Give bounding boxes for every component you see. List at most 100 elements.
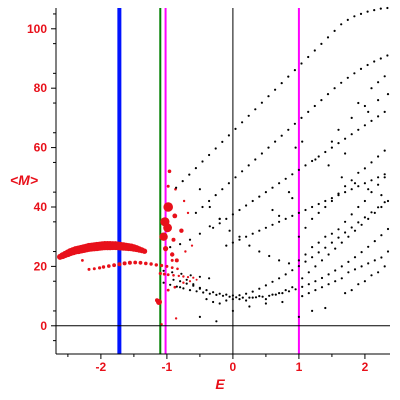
black-point-65 bbox=[225, 217, 228, 220]
black-point-231 bbox=[347, 235, 350, 238]
black-point-68 bbox=[245, 204, 248, 207]
black-point-184 bbox=[212, 300, 215, 304]
red-point-51 bbox=[176, 267, 179, 271]
black-point-276 bbox=[383, 265, 386, 268]
black-point-168 bbox=[291, 269, 294, 272]
red-point-42 bbox=[127, 260, 132, 265]
black-point-143 bbox=[347, 260, 350, 263]
black-point-295 bbox=[307, 292, 310, 295]
black-point-240 bbox=[311, 217, 314, 220]
black-point-115 bbox=[162, 281, 165, 284]
black-point-232 bbox=[353, 229, 357, 232]
black-point-15 bbox=[274, 88, 277, 91]
black-point-140 bbox=[327, 273, 330, 276]
red-point-71 bbox=[167, 169, 172, 174]
black-point-139 bbox=[320, 276, 324, 280]
black-point-37 bbox=[221, 188, 224, 191]
black-point-11 bbox=[247, 114, 250, 117]
red-point-39 bbox=[112, 263, 116, 268]
red-point-70 bbox=[166, 184, 170, 188]
black-point-317 bbox=[198, 275, 201, 278]
black-point-29 bbox=[366, 10, 369, 13]
black-point-4 bbox=[201, 160, 204, 163]
black-point-121 bbox=[202, 291, 205, 294]
black-point-252 bbox=[294, 146, 297, 149]
black-point-304 bbox=[268, 254, 271, 258]
black-point-192 bbox=[264, 298, 267, 301]
black-point-298 bbox=[208, 205, 211, 209]
black-point-247 bbox=[357, 171, 360, 174]
black-point-258 bbox=[367, 188, 370, 191]
red-point-37 bbox=[101, 265, 106, 269]
black-point-146 bbox=[367, 245, 370, 248]
black-point-234 bbox=[367, 217, 370, 220]
black-point-172 bbox=[317, 251, 320, 254]
x-tick-label-4: 2 bbox=[362, 360, 369, 374]
black-point-80 bbox=[324, 150, 327, 154]
black-point-55 bbox=[340, 81, 343, 84]
black-point-241 bbox=[317, 211, 320, 214]
black-point-301 bbox=[238, 235, 241, 238]
black-point-129 bbox=[254, 296, 258, 299]
black-point-110 bbox=[357, 185, 360, 188]
black-point-229 bbox=[334, 247, 337, 250]
red-point-60 bbox=[159, 232, 168, 241]
black-point-289 bbox=[347, 271, 350, 274]
black-point-216 bbox=[337, 228, 340, 231]
black-point-219 bbox=[357, 205, 360, 209]
black-point-171 bbox=[311, 256, 314, 259]
black-point-163 bbox=[258, 287, 261, 290]
black-point-108 bbox=[344, 191, 347, 194]
red-point-50 bbox=[170, 266, 174, 269]
black-point-311 bbox=[208, 225, 211, 228]
x-tick-label-0: -2 bbox=[96, 360, 107, 374]
black-point-53 bbox=[326, 93, 330, 96]
red-point-63 bbox=[163, 202, 173, 212]
red-point-57 bbox=[182, 275, 185, 278]
black-point-17 bbox=[287, 75, 290, 78]
black-point-18 bbox=[293, 69, 296, 72]
black-point-78 bbox=[311, 159, 314, 163]
black-point-150 bbox=[172, 278, 175, 281]
black-point-122 bbox=[208, 292, 211, 295]
black-point-169 bbox=[297, 265, 300, 268]
black-point-191 bbox=[258, 295, 261, 298]
black-point-255 bbox=[327, 164, 330, 167]
black-point-35 bbox=[208, 199, 211, 203]
black-point-62 bbox=[386, 54, 389, 57]
red-point-77 bbox=[166, 288, 170, 292]
black-point-36 bbox=[214, 194, 217, 197]
black-point-300 bbox=[228, 229, 231, 232]
black-point-162 bbox=[251, 290, 254, 293]
x-tick-label-1: -1 bbox=[162, 360, 173, 374]
red-point-62 bbox=[160, 217, 170, 227]
black-point-233 bbox=[360, 223, 363, 226]
black-point-52 bbox=[320, 99, 323, 102]
black-point-305 bbox=[278, 259, 281, 262]
black-point-128 bbox=[248, 296, 251, 299]
black-point-19 bbox=[300, 62, 303, 65]
black-point-157 bbox=[218, 292, 221, 295]
red-point-56 bbox=[177, 274, 180, 278]
black-point-63 bbox=[212, 226, 215, 229]
black-point-131 bbox=[268, 294, 271, 297]
black-point-312 bbox=[218, 217, 221, 220]
red-point-86 bbox=[190, 244, 194, 247]
black-point-67 bbox=[238, 208, 241, 212]
black-point-109 bbox=[350, 188, 353, 191]
black-point-267 bbox=[357, 101, 360, 105]
black-point-32 bbox=[386, 6, 389, 10]
black-point-206 bbox=[281, 300, 284, 304]
black-point-30 bbox=[373, 9, 376, 12]
black-point-56 bbox=[346, 76, 349, 79]
red-point-82 bbox=[174, 317, 178, 320]
red-point-32 bbox=[141, 248, 148, 254]
red-point-35 bbox=[92, 267, 96, 271]
black-point-207 bbox=[297, 315, 300, 318]
black-point-69 bbox=[251, 199, 254, 203]
black-point-31 bbox=[379, 7, 382, 10]
black-point-142 bbox=[340, 265, 343, 268]
black-point-275 bbox=[344, 152, 347, 155]
black-point-228 bbox=[327, 253, 330, 256]
black-point-84 bbox=[350, 133, 353, 136]
